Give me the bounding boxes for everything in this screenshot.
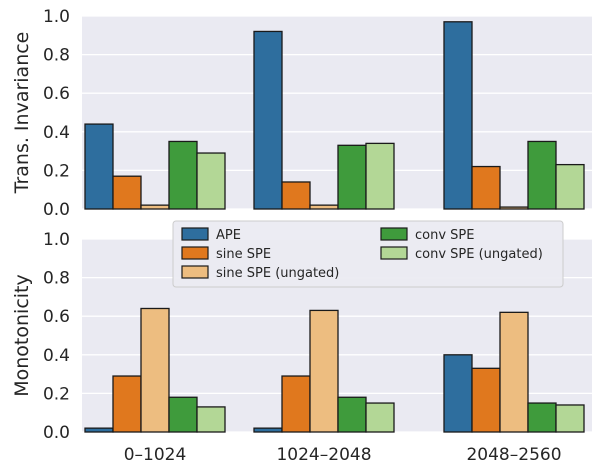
- y-tick-label: 0.4: [43, 346, 70, 366]
- y-tick-label: 0.0: [43, 423, 70, 443]
- bar-conv-spe-1: [168, 140, 198, 210]
- x-tick-label: 0–1024: [124, 445, 187, 461]
- bar-sine-spe-ungated--1: [140, 307, 170, 433]
- bar-conv-spe-3: [527, 140, 557, 210]
- bar-conv-spe-ungated--2: [365, 142, 395, 210]
- legend-swatch: [380, 227, 408, 241]
- legend-swatch: [181, 265, 209, 279]
- y-tick-label: 0.6: [43, 307, 70, 327]
- bar-ape-2: [253, 427, 283, 433]
- legend-label: sine SPE (ungated): [216, 266, 339, 281]
- bar-ape-1: [84, 427, 114, 433]
- bar-ape-2: [253, 30, 283, 210]
- bar-conv-spe-2: [337, 396, 367, 433]
- bar-sine-spe-1: [112, 375, 142, 433]
- plot-background: [82, 16, 592, 209]
- y-tick-label: 0.8: [43, 46, 70, 66]
- bar-conv-spe-ungated--2: [365, 402, 395, 433]
- y-tick-label: 0.8: [43, 269, 70, 289]
- bar-sine-spe-2: [281, 375, 311, 433]
- y-tick-label: 1.0: [43, 230, 70, 250]
- bar-sine-spe-ungated--3: [499, 311, 529, 433]
- bar-sine-spe-3: [471, 165, 501, 210]
- panel-1: 0.0 0.2 0.4 0.6 0.8 1.0 Trans. Invariance: [11, 7, 592, 220]
- legend-swatch: [181, 246, 209, 260]
- bar-ape-3: [443, 354, 473, 433]
- bar-conv-spe-ungated--1: [196, 406, 226, 433]
- y-axis-label: Trans. Invariance: [11, 32, 33, 195]
- panel-2: 0.0 0.2 0.4 0.6 0.8 1.0 Monotonicity 0–1024 1024…: [11, 220, 592, 461]
- y-tick-label: 0.0: [43, 200, 70, 220]
- legend-frame: [172, 220, 564, 288]
- legend: APE sine SPE sine SPE (ungated) conv SPE con…: [172, 220, 564, 288]
- bar-sine-spe-ungated--2: [309, 309, 339, 433]
- bar-sine-spe-3: [471, 367, 501, 433]
- bar-sine-spe-ungated--1: [140, 204, 170, 210]
- bar-conv-spe-ungated--1: [196, 152, 226, 210]
- x-tick-label: 2048–2560: [466, 445, 561, 461]
- bar-conv-spe-3: [527, 402, 557, 433]
- legend-swatch: [380, 246, 408, 260]
- legend-label: sine SPE: [216, 247, 271, 262]
- legend-swatch: [181, 227, 209, 241]
- bar-conv-spe-2: [337, 144, 367, 210]
- bar-ape-1: [84, 123, 114, 210]
- bar-sine-spe-ungated--2: [309, 204, 339, 210]
- bar-sine-spe-ungated--3: [499, 206, 529, 210]
- y-tick-label: 0.6: [43, 84, 70, 104]
- legend-label: conv SPE (ungated): [415, 247, 543, 262]
- y-tick-label: 1.0: [43, 7, 70, 27]
- legend-label: conv SPE: [415, 228, 474, 243]
- bar-sine-spe-2: [281, 181, 311, 210]
- x-tick-label: 1024–2048: [276, 445, 371, 461]
- bar-conv-spe-ungated--3: [555, 163, 585, 210]
- y-tick-label: 0.4: [43, 123, 70, 143]
- bar-ape-3: [443, 21, 473, 210]
- bar-conv-spe-ungated--3: [555, 404, 585, 433]
- legend-label: APE: [216, 228, 241, 243]
- bar-sine-spe-1: [112, 175, 142, 210]
- bar-conv-spe-1: [168, 396, 198, 433]
- y-tick-label: 0.2: [43, 384, 70, 404]
- y-axis-label: Monotonicity: [11, 274, 33, 397]
- y-tick-label: 0.2: [43, 161, 70, 181]
